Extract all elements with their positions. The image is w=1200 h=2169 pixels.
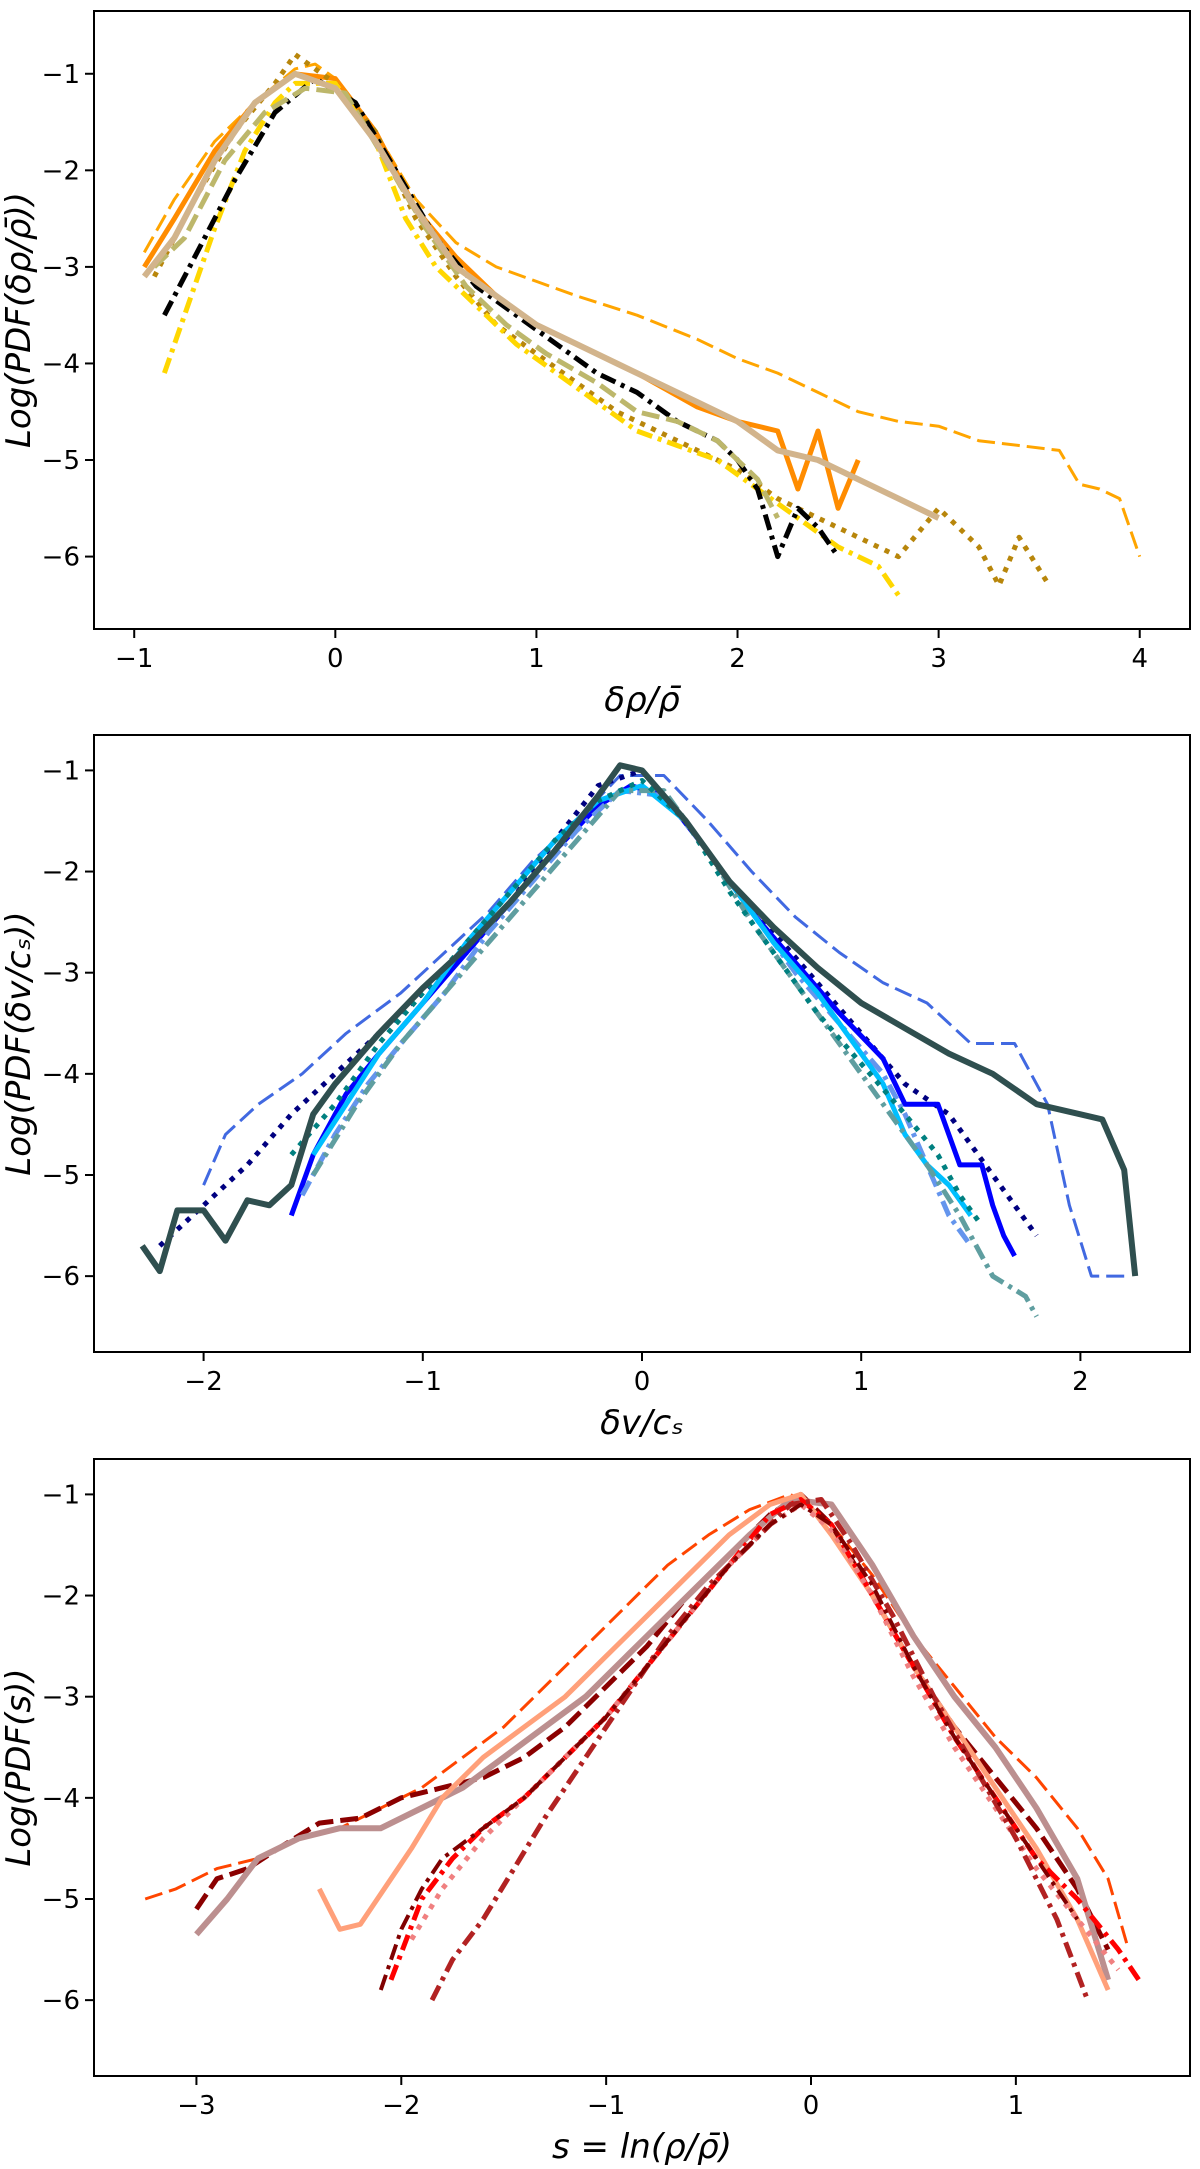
velocity-y-tick-label: −3 <box>42 959 80 989</box>
density-contrast-series-gold-dashdot <box>162 80 901 597</box>
density-contrast-x-tick-label: 3 <box>930 644 947 674</box>
log-density-series-orangered-dashed <box>144 1492 1130 1951</box>
log-density-x-tick-label: 0 <box>803 2091 820 2121</box>
density-contrast-y-tick-label: −6 <box>42 543 80 573</box>
log-density-y-tick-label: −5 <box>42 1885 80 1915</box>
log-density-x-tick-label: −3 <box>177 2091 215 2121</box>
log-density-y-tick-label: −6 <box>42 1986 80 2016</box>
density-contrast-panel: −1 0 1 2 3 4 −6 −5 −4 −3 −2 −1 δρ/ρ̄ Log(PDF(δρ/ρ̄)… <box>0 10 1191 720</box>
velocity-series <box>139 762 1139 1318</box>
velocity-series-teal-dotted <box>289 778 984 1228</box>
density-contrast-series-orange-dashed <box>142 62 1142 558</box>
velocity-y-tick-label: −4 <box>42 1060 80 1090</box>
velocity-x-tick-label: 0 <box>634 1367 651 1397</box>
density-contrast-y-tick-label: −3 <box>42 253 80 283</box>
velocity-x-tick-label: −1 <box>404 1367 442 1397</box>
density-contrast-x-tick-label: 2 <box>729 644 746 674</box>
density-contrast-ticks: −1 0 1 2 3 4 −6 −5 −4 −3 −2 −1 <box>42 60 1148 674</box>
density-contrast-x-axis-label: δρ/ρ̄ <box>604 680 681 720</box>
density-contrast-y-axis-label: Log(PDF(δρ/ρ̄)) <box>0 192 39 448</box>
log-density-series-lightsalmon-solid <box>317 1491 1111 1991</box>
density-contrast-x-tick-label: −1 <box>115 644 153 674</box>
velocity-ticks: −2 −1 0 1 2 −6 −5 −4 −3 −2 −1 <box>42 756 1089 1397</box>
log-density-y-tick-label: −2 <box>42 1582 80 1612</box>
velocity-x-tick-label: −2 <box>184 1367 222 1397</box>
density-contrast-y-tick-label: −2 <box>42 156 80 186</box>
velocity-series-navy-dotted <box>158 767 1039 1248</box>
log-density-series <box>144 1491 1141 2002</box>
velocity-y-tick-label: −6 <box>42 1262 80 1292</box>
density-contrast-y-tick-label: −4 <box>42 349 80 379</box>
density-contrast-series-tan-solid <box>141 70 940 521</box>
log-density-ticks: −3 −2 −1 0 1 −6 −5 −4 −3 −2 −1 <box>42 1480 1024 2121</box>
log-density-x-tick-label: −2 <box>382 2091 420 2121</box>
log-density-y-axis-label: Log(PDF(s)) <box>0 1668 39 1866</box>
velocity-panel: −2 −1 0 1 2 −6 −5 −4 −3 −2 −1 δv/cₛ Log(PDF(δv/cₛ)… <box>0 734 1191 1443</box>
velocity-y-axis-label: Log(PDF(δv/cₛ)) <box>0 911 39 1175</box>
velocity-y-tick-label: −1 <box>42 756 80 786</box>
log-density-series-rosybrown-solid <box>194 1496 1111 1981</box>
log-density-x-tick-label: −1 <box>587 2091 625 2121</box>
velocity-series-darkslategray-solid <box>139 762 1139 1277</box>
density-contrast-x-tick-label: 1 <box>528 644 545 674</box>
log-density-y-tick-label: −1 <box>42 1480 80 1510</box>
density-contrast-plot-frame <box>93 10 1191 630</box>
velocity-x-axis-label: δv/cₛ <box>600 1403 684 1443</box>
velocity-series-cornflowerblue-dashdot <box>300 788 973 1248</box>
log-density-x-axis-label: s = ln(ρ/ρ̄) <box>552 2127 732 2167</box>
velocity-y-tick-label: −2 <box>42 858 80 888</box>
density-contrast-x-tick-label: 0 <box>327 644 344 674</box>
velocity-series-royalblue-dashed <box>202 774 1125 1278</box>
log-density-plot-frame <box>93 1458 1191 2077</box>
log-density-y-tick-label: −3 <box>42 1683 80 1713</box>
velocity-x-tick-label: 2 <box>1072 1367 1089 1397</box>
density-contrast-y-tick-label: −1 <box>42 60 80 90</box>
density-contrast-series <box>141 52 1142 597</box>
log-density-y-tick-label: −4 <box>42 1784 80 1814</box>
velocity-plot-frame <box>93 734 1191 1353</box>
log-density-series-maroon-dashdot <box>378 1502 1079 1991</box>
log-density-x-tick-label: 1 <box>1008 2091 1025 2121</box>
log-density-panel: −3 −2 −1 0 1 −6 −5 −4 −3 −2 −1 s = ln(ρ/ρ̄) Log(PD… <box>0 1458 1191 2167</box>
velocity-y-tick-label: −5 <box>42 1161 80 1191</box>
velocity-x-tick-label: 1 <box>853 1367 870 1397</box>
density-contrast-x-tick-label: 4 <box>1131 644 1148 674</box>
density-contrast-y-tick-label: −5 <box>42 446 80 476</box>
density-contrast-series-darkkhaki-dashed <box>152 85 780 520</box>
